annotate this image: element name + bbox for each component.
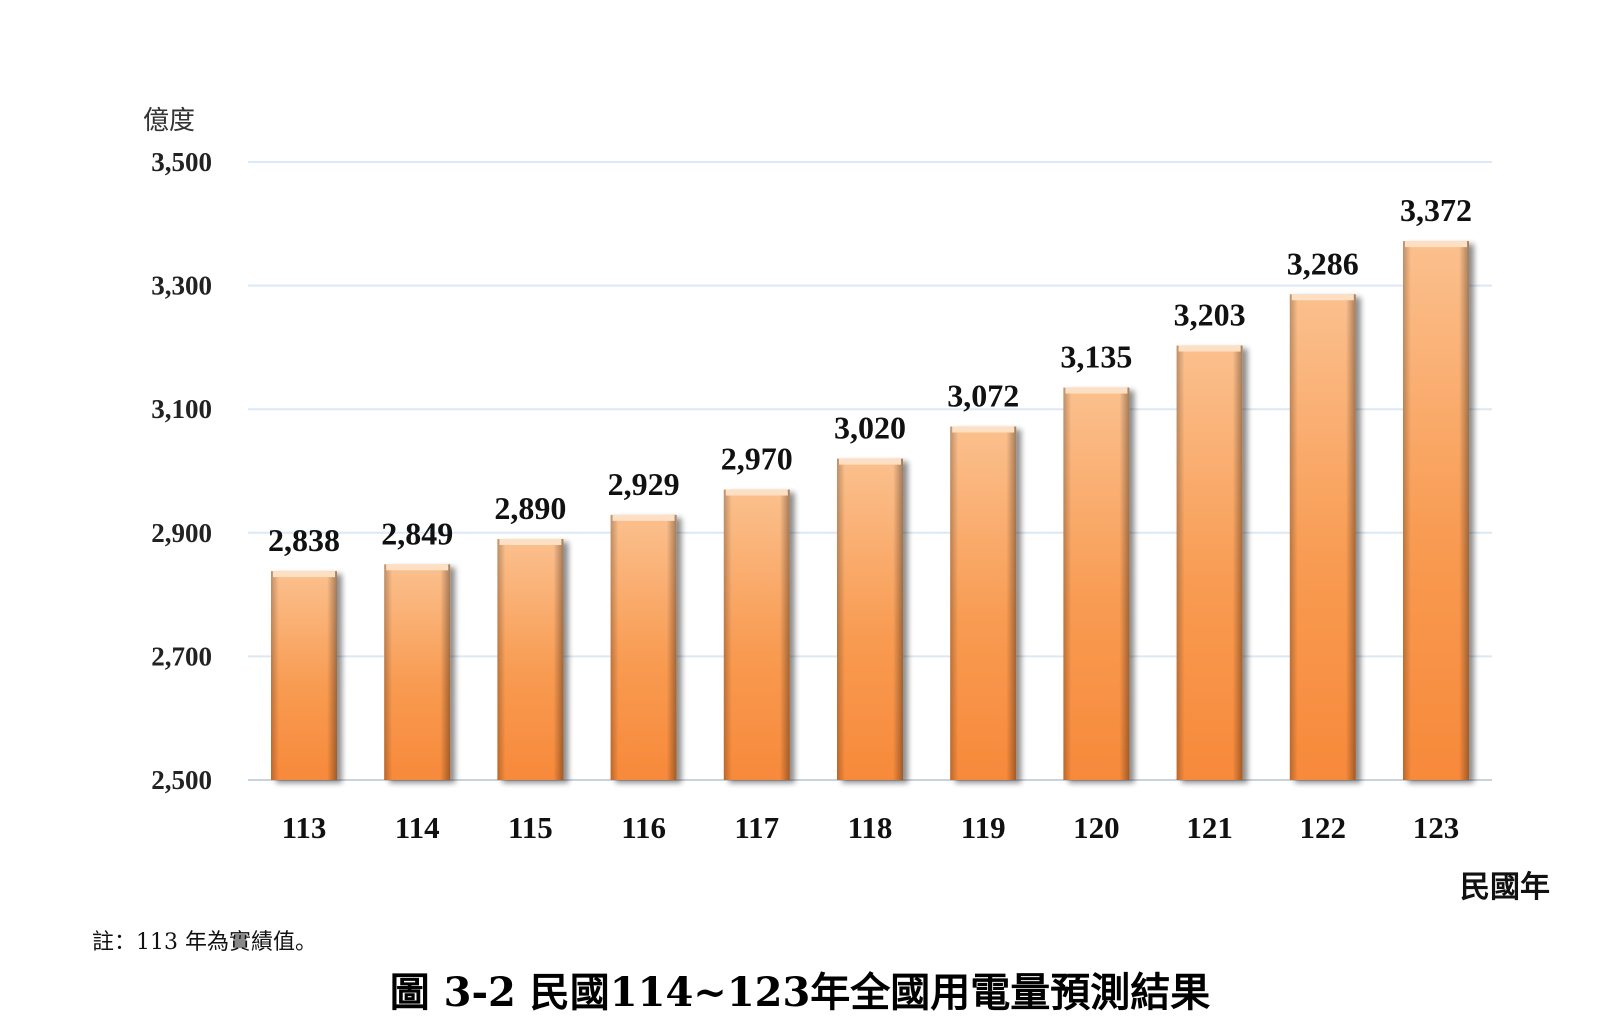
y-tick-label: 3,500 bbox=[151, 147, 212, 177]
x-tick-label: 123 bbox=[1413, 810, 1460, 845]
bar-value-label: 3,372 bbox=[1400, 192, 1472, 228]
bar-value-label: 2,849 bbox=[381, 515, 453, 551]
bar-value-label: 3,020 bbox=[834, 410, 906, 446]
bar-value-label: 2,890 bbox=[494, 490, 566, 526]
bar-group: 2,970 bbox=[721, 441, 793, 780]
bars: 2,838 2,849 2,890 2,929 2,970 3,020 3,072 3,135… bbox=[268, 192, 1472, 780]
y-tick-label: 2,700 bbox=[151, 641, 212, 671]
x-axis-unit-label: 民國年 bbox=[1460, 870, 1550, 905]
bar-group: 2,849 bbox=[381, 515, 453, 780]
bar-highlight bbox=[1065, 387, 1128, 394]
bar-group: 3,286 bbox=[1287, 245, 1359, 780]
bar-group: 2,890 bbox=[494, 490, 566, 780]
bar-shading bbox=[950, 426, 1017, 780]
bar-shading bbox=[1176, 345, 1243, 780]
x-tick-label: 113 bbox=[282, 810, 327, 845]
y-axis: 2,500 2,700 2,900 3,100 3,300 3,500 bbox=[151, 147, 212, 795]
bar-shading bbox=[1289, 294, 1356, 780]
bar-shading bbox=[1063, 387, 1130, 780]
bar-highlight bbox=[612, 514, 675, 521]
x-axis: 113 114 115 116 117 118 119 120 121 122 123 bbox=[282, 810, 1460, 845]
x-tick-label: 117 bbox=[734, 810, 779, 845]
footnote: 註：113 年為實績值。 bbox=[92, 930, 317, 955]
bar-shading bbox=[1403, 241, 1469, 780]
x-tick-label: 115 bbox=[508, 810, 553, 845]
x-tick-label: 122 bbox=[1300, 810, 1347, 845]
bar-chart: 2,500 2,700 2,900 3,100 3,300 3,500 2,838 2,84… bbox=[143, 106, 1550, 905]
x-tick-label: 120 bbox=[1073, 810, 1120, 845]
bar-value-label: 2,970 bbox=[721, 441, 793, 477]
y-tick-label: 3,100 bbox=[151, 394, 212, 424]
bar-highlight bbox=[1178, 345, 1241, 352]
bar-group: 3,020 bbox=[834, 410, 906, 780]
bar-value-label: 3,286 bbox=[1287, 245, 1359, 281]
bar-value-label: 3,135 bbox=[1060, 339, 1132, 375]
bar-highlight bbox=[725, 489, 788, 496]
bar-shading bbox=[271, 571, 337, 780]
bar-highlight bbox=[273, 571, 335, 578]
bar-highlight bbox=[499, 538, 562, 545]
bar-value-label: 3,072 bbox=[947, 378, 1019, 414]
bar-highlight bbox=[839, 458, 901, 465]
figure-caption: 圖 3-2 民國114~123年全國用電量預測結果 bbox=[389, 969, 1211, 1016]
bar-shading bbox=[837, 458, 903, 780]
bar-group: 3,372 bbox=[1400, 192, 1472, 780]
x-tick-label: 119 bbox=[961, 810, 1006, 845]
bar-group: 3,203 bbox=[1174, 297, 1246, 780]
bar-highlight bbox=[952, 426, 1015, 433]
bar-group: 3,072 bbox=[947, 378, 1019, 780]
bar-highlight bbox=[1291, 294, 1354, 301]
bar-value-label: 2,838 bbox=[268, 522, 340, 558]
y-tick-label: 2,500 bbox=[151, 765, 212, 795]
bar-shading bbox=[610, 514, 677, 780]
bar-value-label: 3,203 bbox=[1174, 297, 1246, 333]
x-tick-label: 121 bbox=[1186, 810, 1233, 845]
bar-highlight bbox=[1405, 241, 1467, 248]
y-axis-unit-label: 億度 bbox=[143, 106, 195, 136]
x-tick-label: 116 bbox=[621, 810, 666, 845]
x-tick-label: 114 bbox=[395, 810, 440, 845]
y-tick-label: 2,900 bbox=[151, 518, 212, 548]
bar-value-label: 2,929 bbox=[608, 466, 680, 502]
bar-group: 2,929 bbox=[608, 466, 680, 780]
bar-group: 2,838 bbox=[268, 522, 340, 780]
bar-shading bbox=[497, 538, 564, 780]
bar-group: 3,135 bbox=[1060, 339, 1132, 780]
bar-shading bbox=[723, 489, 790, 780]
bar-shading bbox=[384, 564, 451, 780]
y-tick-label: 3,300 bbox=[151, 271, 212, 301]
x-tick-label: 118 bbox=[848, 810, 893, 845]
bar-highlight bbox=[386, 564, 449, 571]
